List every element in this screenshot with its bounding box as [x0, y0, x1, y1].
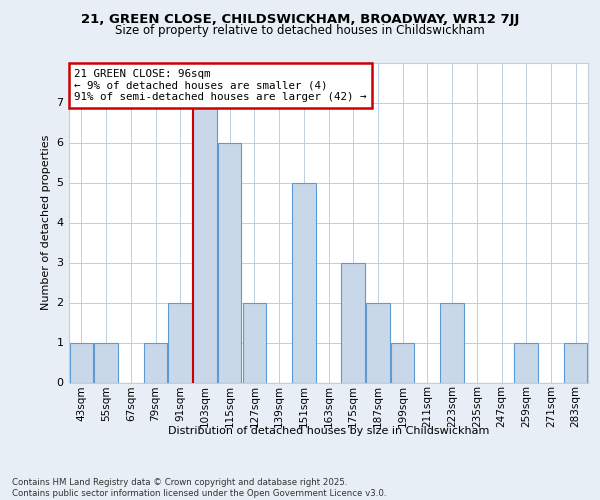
Text: Size of property relative to detached houses in Childswickham: Size of property relative to detached ho… [115, 24, 485, 37]
Bar [341, 262, 365, 382]
Bar [292, 182, 316, 382]
Bar [169, 302, 192, 382]
Bar [440, 302, 464, 382]
Text: Contains HM Land Registry data © Crown copyright and database right 2025.
Contai: Contains HM Land Registry data © Crown c… [12, 478, 386, 498]
Bar [564, 342, 587, 382]
Text: 21, GREEN CLOSE, CHILDSWICKHAM, BROADWAY, WR12 7JJ: 21, GREEN CLOSE, CHILDSWICKHAM, BROADWAY… [81, 12, 519, 26]
Bar [514, 342, 538, 382]
Bar [193, 102, 217, 382]
Bar [366, 302, 389, 382]
Y-axis label: Number of detached properties: Number of detached properties [41, 135, 51, 310]
Bar [70, 342, 93, 382]
Text: Distribution of detached houses by size in Childswickham: Distribution of detached houses by size … [168, 426, 490, 436]
Bar [218, 142, 241, 382]
Bar [242, 302, 266, 382]
Bar [144, 342, 167, 382]
Bar [94, 342, 118, 382]
Text: 21 GREEN CLOSE: 96sqm
← 9% of detached houses are smaller (4)
91% of semi-detach: 21 GREEN CLOSE: 96sqm ← 9% of detached h… [74, 69, 367, 102]
Bar [391, 342, 415, 382]
